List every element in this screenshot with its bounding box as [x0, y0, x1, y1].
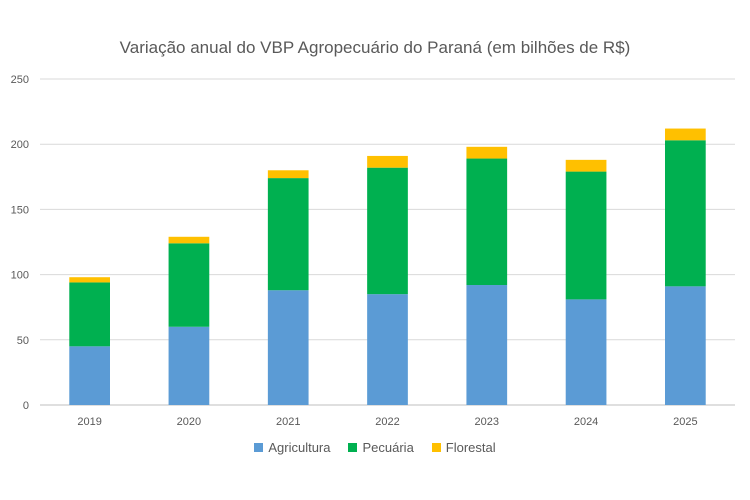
legend-swatch: [254, 443, 264, 452]
x-tick-label: 2023: [475, 416, 499, 428]
bar-florestal-2021: [267, 170, 309, 179]
bar-agricultura-2020: [168, 326, 210, 405]
x-tick-label: 2022: [375, 416, 399, 428]
bar-pecuaria-2025: [665, 140, 706, 287]
bar-pecuaria-2019: [69, 282, 110, 347]
bar-florestal-2024: [565, 159, 607, 172]
x-tick-label: 2024: [574, 416, 598, 428]
legend: Agricultura Pecuária Florestal: [0, 440, 750, 455]
y-tick-label: 100: [11, 270, 29, 282]
bar-pecuaria-2024: [565, 171, 607, 300]
bar-florestal-2022: [367, 155, 408, 168]
y-tick-label: 200: [11, 139, 29, 151]
legend-item: Agricultura: [254, 440, 330, 455]
x-tick-label: 2025: [673, 416, 697, 428]
bar-pecuaria-2021: [267, 178, 309, 291]
y-tick-label: 250: [11, 74, 29, 86]
bar-pecuaria-2023: [466, 158, 508, 286]
legend-item: Florestal: [431, 440, 496, 455]
bar-agricultura-2021: [267, 290, 309, 405]
x-tick-label: 2019: [77, 416, 101, 428]
bar-agricultura-2022: [367, 294, 408, 405]
bar-agricultura-2025: [665, 286, 706, 405]
bar-florestal-2020: [168, 236, 210, 244]
bar-agricultura-2023: [466, 285, 508, 405]
y-tick-label: 0: [23, 400, 29, 412]
x-tick-label: 2021: [276, 416, 300, 428]
bar-agricultura-2024: [565, 299, 607, 405]
legend-item: Pecuária: [348, 440, 414, 455]
bar-pecuaria-2022: [367, 167, 408, 295]
legend-label: Agricultura: [268, 440, 331, 455]
legend-label: Pecuária: [362, 440, 414, 455]
bar-pecuaria-2020: [168, 243, 210, 327]
legend-swatch: [348, 443, 358, 452]
bar-florestal-2025: [665, 128, 706, 141]
y-tick-label: 50: [17, 335, 29, 347]
y-tick-label: 150: [11, 204, 29, 216]
x-tick-label: 2020: [177, 416, 201, 428]
bar-florestal-2023: [466, 146, 508, 159]
chart-title: Variação anual do VBP Agropecuário do Pa…: [119, 38, 631, 57]
bar-agricultura-2019: [69, 346, 110, 405]
legend-label: Florestal: [445, 440, 496, 455]
bar-florestal-2019: [69, 277, 110, 283]
legend-swatch: [431, 443, 441, 452]
